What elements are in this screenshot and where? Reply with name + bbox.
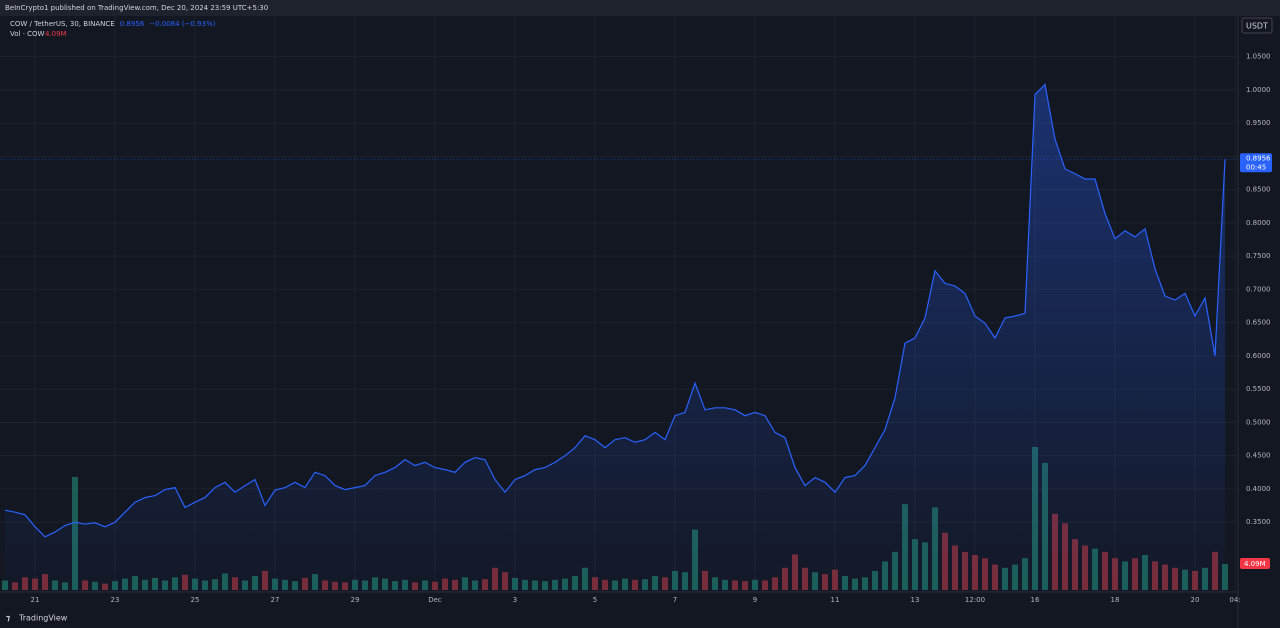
currency-box bbox=[1241, 17, 1273, 34]
y-tick-label: 1.0500 bbox=[1246, 53, 1271, 61]
x-tick-label: 5 bbox=[593, 596, 597, 604]
countdown: 00:45 bbox=[1246, 163, 1266, 171]
x-tick-label: 18 bbox=[1111, 596, 1120, 604]
y-tick-label: 0.8000 bbox=[1246, 219, 1271, 227]
x-tick-label: Dec bbox=[428, 596, 442, 604]
last-price-label: 0.8956 bbox=[1246, 154, 1271, 162]
header-bar bbox=[0, 0, 1280, 16]
x-tick-label: 25 bbox=[191, 596, 200, 604]
currency: USDT bbox=[1246, 22, 1268, 31]
last-price-tag bbox=[1240, 153, 1272, 173]
brand: TradingView bbox=[18, 614, 68, 623]
x-tick-label: 13 bbox=[911, 596, 920, 604]
legend-volume: Vol · COW bbox=[10, 30, 45, 38]
y-tick-label: 0.6000 bbox=[1246, 352, 1271, 360]
y-tick-label: 0.8500 bbox=[1246, 186, 1271, 194]
y-tick-label: 0.5500 bbox=[1246, 385, 1271, 393]
x-tick-label: 29 bbox=[351, 596, 360, 604]
y-tick-label: 0.5000 bbox=[1246, 418, 1271, 426]
x-tick-label: 9 bbox=[753, 596, 757, 604]
x-tick-label: 3 bbox=[513, 596, 517, 604]
x-tick-label: 21 bbox=[31, 596, 40, 604]
y-tick-label: 0.4500 bbox=[1246, 452, 1271, 460]
legend-change: −0.0084 (−0.93%) bbox=[149, 20, 215, 28]
published-note: BeInCrypto1 published on TradingView.com… bbox=[5, 4, 268, 12]
y-tick-label: 0.7000 bbox=[1246, 285, 1271, 293]
legend-volume-value: 4.09M bbox=[45, 30, 67, 38]
y-tick-label: 0.6500 bbox=[1246, 319, 1271, 327]
x-tick-label: 12:00 bbox=[965, 596, 985, 604]
x-tick-label: 7 bbox=[673, 596, 677, 604]
y-tick-label: 0.4000 bbox=[1246, 485, 1271, 493]
volume-tag-label: 4.09M bbox=[1244, 560, 1266, 568]
x-tick-label: 23 bbox=[111, 596, 120, 604]
x-tick-label: 16 bbox=[1031, 596, 1040, 604]
legend: COW / TetherUS, 30, BINANCE 0.8956 −0.00… bbox=[10, 20, 216, 38]
y-tick-label: 0.9500 bbox=[1246, 119, 1271, 127]
x-tick-label: 27 bbox=[271, 596, 280, 604]
x-tick-label: 11 bbox=[831, 596, 840, 604]
y-tick-label: 0.3500 bbox=[1246, 518, 1271, 526]
x-tick-label: 20 bbox=[1191, 596, 1200, 604]
x-tick-label: 04: bbox=[1229, 596, 1240, 604]
brand-logo: ⁊ bbox=[6, 614, 10, 623]
price-area bbox=[5, 84, 1225, 592]
volume-tag bbox=[1240, 558, 1270, 570]
price-line bbox=[4, 83, 1226, 538]
legend-series: COW / TetherUS, 30, BINANCE bbox=[10, 20, 115, 28]
y-tick-label: 0.7500 bbox=[1246, 252, 1271, 260]
legend-price: 0.8956 bbox=[120, 20, 145, 28]
y-tick-label: 1.0000 bbox=[1246, 86, 1271, 94]
